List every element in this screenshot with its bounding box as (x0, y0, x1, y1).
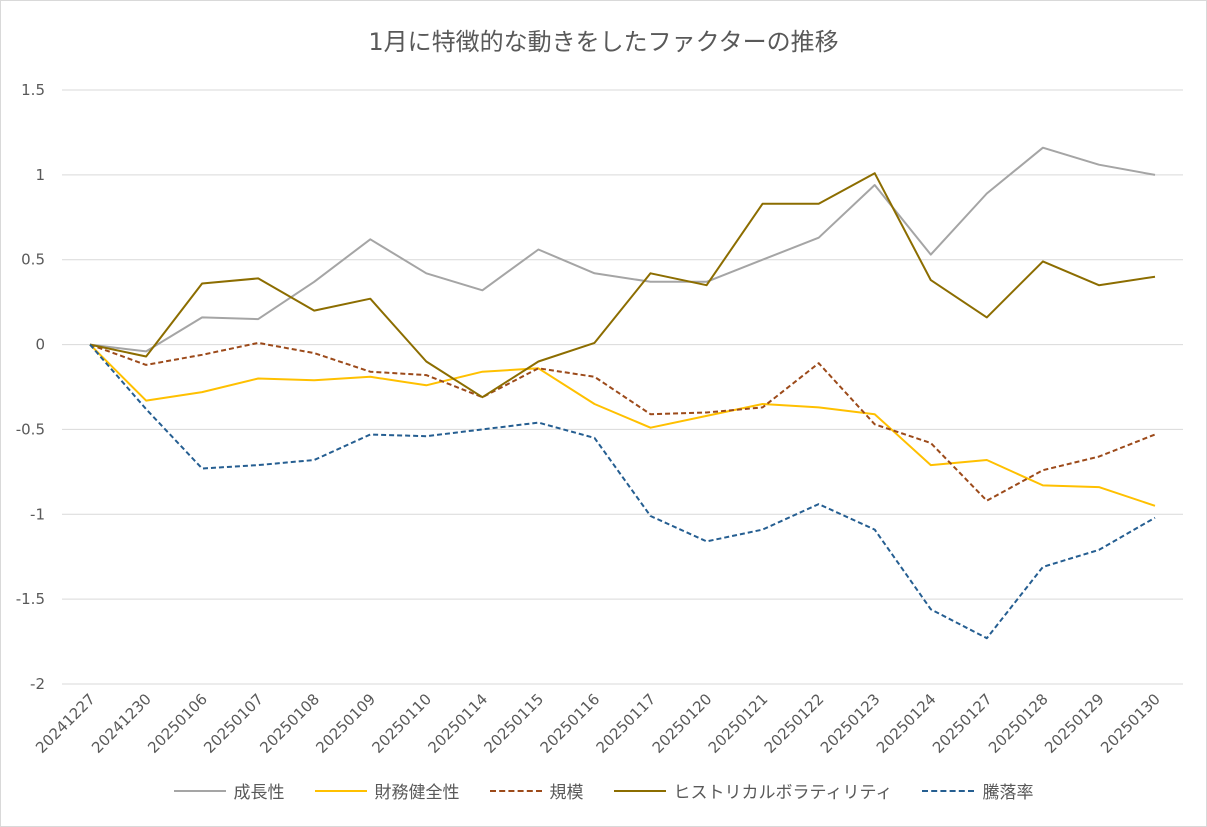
legend-swatch (613, 789, 666, 792)
x-tick-label: 20250109 (312, 690, 379, 757)
y-tick-label: 0.5 (21, 251, 45, 269)
y-tick-label: 1.5 (21, 81, 45, 99)
y-tick-label: -1 (30, 505, 45, 523)
series-line (89, 146, 1156, 353)
legend-item: 規模 (489, 778, 584, 803)
legend: 成長性 財務健全性 規模 ヒストリカルボラティリティ 騰落率 (0, 778, 1207, 803)
series-line (89, 341, 1156, 502)
legend-swatch (314, 789, 367, 792)
legend-label: 規模 (549, 783, 584, 803)
chart-title: 1月に特徴的な動きをしたファクターの推移 (368, 28, 839, 56)
x-tick-label: 20250108 (256, 690, 323, 757)
y-axis-ticks: 1.5 1 0.5 0 -0.5 -1 -1.5 -2 (16, 81, 45, 693)
x-tick-label: 20250130 (1097, 690, 1164, 757)
series-line (89, 172, 1156, 399)
x-tick-label: 20250129 (1041, 690, 1108, 757)
x-tick-label: 20250128 (985, 690, 1052, 757)
legend-label: 騰落率 (982, 783, 1034, 803)
x-tick-label: 20250121 (705, 690, 772, 757)
x-tick-label: 20250110 (368, 690, 435, 757)
series-line (89, 343, 1156, 640)
legend-label: 成長性 (233, 783, 285, 803)
legend-item: 騰落率 (922, 778, 1033, 803)
legend-item: 財務健全性 (314, 778, 460, 803)
legend-item: 成長性 (173, 778, 285, 803)
x-tick-label: 20250122 (761, 690, 828, 757)
y-tick-label: -1.5 (16, 590, 45, 608)
x-tick-label: 20241227 (32, 690, 99, 757)
x-tick-label: 20250107 (200, 690, 267, 757)
legend-swatch (173, 789, 226, 792)
y-tick-label: 1 (35, 166, 45, 184)
y-tick-label: -2 (30, 675, 45, 693)
x-tick-label: 20250123 (817, 690, 884, 757)
legend-item: ヒストリカルボラティリティ (613, 778, 893, 803)
x-tick-label: 20250106 (144, 690, 211, 757)
x-tick-label: 20250120 (649, 690, 716, 757)
y-tick-label: -0.5 (16, 420, 45, 438)
legend-label: 財務健全性 (374, 783, 460, 803)
y-tick-label: 0 (35, 336, 45, 354)
x-tick-label: 20250115 (481, 690, 548, 757)
legend-label: ヒストリカルボラティリティ (673, 783, 893, 803)
legend-swatch (489, 789, 542, 792)
legend-swatch (922, 789, 975, 792)
gridlines (62, 89, 1183, 685)
x-tick-label: 20250117 (593, 690, 660, 757)
x-tick-label: 20241230 (88, 690, 155, 757)
x-tick-label: 20250127 (929, 690, 996, 757)
x-tick-label: 20250116 (537, 690, 604, 757)
x-tick-label: 20250124 (873, 690, 940, 757)
series-lines (89, 146, 1156, 640)
x-axis-ticks: 2024122720241230202501062025010720250108… (32, 690, 1164, 757)
series-line (89, 343, 1156, 507)
x-tick-label: 20250114 (424, 690, 491, 757)
